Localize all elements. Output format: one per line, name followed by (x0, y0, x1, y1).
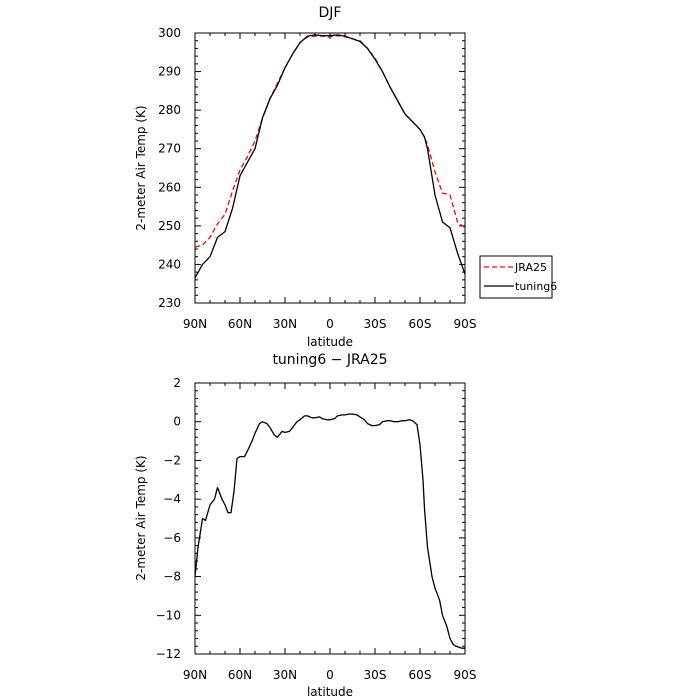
top-y-tick-label: 280 (158, 103, 181, 117)
top-panel: DJF latitude 2-meter Air Temp (K) 90N 60N… (134, 5, 476, 349)
top-y-tick-label: 260 (158, 180, 181, 194)
top-series-jra25-line (194, 35, 466, 248)
bottom-x-tick-label: 60N (228, 668, 252, 682)
bottom-y-tick-label: −12 (156, 647, 181, 661)
top-x-tick-label: 90S (454, 317, 477, 331)
bottom-y-tick-label: −8 (163, 570, 181, 584)
bottom-x-tick-label: 60S (409, 668, 432, 682)
top-y-axis-label: 2-meter Air Temp (K) (134, 105, 148, 230)
top-y-tick-label: 270 (158, 142, 181, 156)
bottom-x-tick-label: 90S (454, 668, 477, 682)
top-x-tick-label: 60S (409, 317, 432, 331)
bottom-y-tick-label: −2 (163, 453, 181, 467)
legend-label-tuning6: tuning6 (515, 280, 557, 293)
bottom-y-axis-label: 2-meter Air Temp (K) (134, 455, 148, 580)
bottom-panel: tuning6 − JRA25 latitude 2-meter Air Tem… (134, 352, 476, 699)
top-y-tick-label: 250 (158, 219, 181, 233)
bottom-x-tick-label: 30S (364, 668, 387, 682)
bottom-plot-frame (194, 382, 466, 655)
bottom-x-tick-label: 0 (326, 668, 334, 682)
top-y-tick-label: 300 (158, 26, 181, 40)
top-series-tuning6-line (194, 34, 466, 279)
top-x-axis-label: latitude (307, 335, 353, 349)
bottom-y-tick-label: 0 (173, 415, 181, 429)
top-x-tick-label: 90N (183, 317, 207, 331)
bottom-y-tick-label: −4 (163, 492, 181, 506)
bottom-series-difference-line (194, 413, 465, 649)
top-y-tick-label: 230 (158, 296, 181, 310)
bottom-axis-ticks: 90N 60N 30N 0 30S 60S 90S 2 0 −2 −4 −6 −8 −10 −12 (156, 376, 477, 682)
top-y-tick-label: 240 (158, 257, 181, 271)
bottom-y-tick-label: 2 (173, 376, 181, 390)
top-x-tick-label: 30N (273, 317, 297, 331)
bottom-x-axis-label: latitude (307, 685, 353, 699)
bottom-x-tick-label: 30N (273, 668, 297, 682)
top-series-lines (194, 34, 466, 279)
top-chart-title: DJF (319, 5, 342, 21)
legend-box (479, 255, 553, 299)
top-x-tick-label: 60N (228, 317, 252, 331)
bottom-series-lines (194, 413, 465, 649)
top-x-tick-label: 30S (364, 317, 387, 331)
top-plot-frame (194, 32, 466, 304)
bottom-y-tick-label: −6 (163, 531, 181, 545)
bottom-x-tick-label: 90N (183, 668, 207, 682)
top-y-tick-label: 290 (158, 65, 181, 79)
top-axis-ticks: 90N 60N 30N 0 30S 60S 90S 230 240 250 260 270 280 290… (158, 26, 476, 331)
legend-label-jra25: JRA25 (514, 261, 547, 274)
bottom-chart-title: tuning6 − JRA25 (272, 352, 387, 368)
top-x-tick-label: 0 (326, 317, 334, 331)
bottom-y-tick-label: −10 (156, 608, 181, 622)
legend: JRA25 tuning6 (479, 255, 557, 299)
